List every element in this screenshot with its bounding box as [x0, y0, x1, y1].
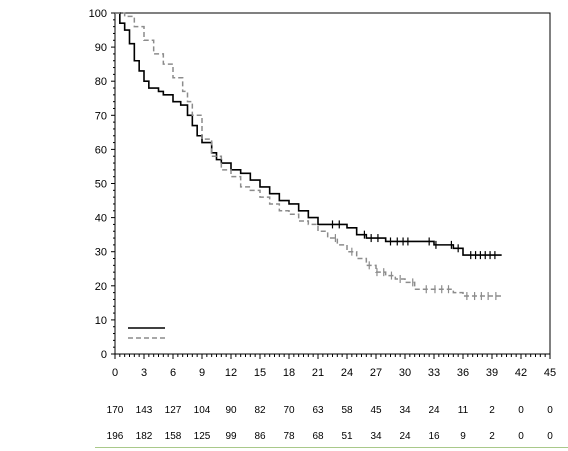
risk-table-cell: 78	[283, 431, 295, 442]
risk-table-cell: 0	[518, 405, 524, 416]
risk-table-cell: 70	[283, 405, 295, 416]
y-tick-label: 50	[95, 179, 107, 191]
series-line-2	[115, 12, 502, 297]
risk-table-cell: 9	[460, 431, 466, 442]
y-tick-label: 70	[95, 110, 107, 122]
risk-table-cell: 104	[193, 405, 211, 416]
risk-table-cell: 2	[489, 405, 495, 416]
risk-table-cell: 11	[457, 405, 469, 416]
risk-table-cell: 0	[547, 405, 553, 416]
x-tick-label: 39	[486, 367, 498, 379]
x-tick-label: 6	[170, 367, 176, 379]
series-layer	[115, 12, 502, 301]
risk-table-cell: 34	[399, 405, 411, 416]
risk-table-cell: 63	[312, 405, 324, 416]
risk-table-cell: 0	[518, 431, 524, 442]
x-tick-label: 27	[370, 367, 382, 379]
x-tick-label: 33	[428, 367, 440, 379]
risk-table-cell: 24	[399, 431, 411, 442]
risk-table-cell: 170	[106, 405, 124, 416]
risk-table-cell: 99	[225, 431, 237, 442]
x-tick-label: 42	[515, 367, 527, 379]
risk-table-cell: 68	[312, 431, 324, 442]
risk-table-cell: 45	[370, 405, 382, 416]
y-tick-label: 80	[95, 76, 107, 88]
x-tick-label: 36	[457, 367, 469, 379]
risk-table-cell: 51	[341, 431, 353, 442]
risk-table-cell: 182	[135, 431, 153, 442]
y-tick-label: 40	[95, 213, 107, 225]
risk-table-cell: 127	[164, 405, 182, 416]
x-tick-label: 9	[199, 367, 205, 379]
risk-table-cell: 143	[135, 405, 153, 416]
risk-table-cell: 86	[254, 431, 266, 442]
risk-table-cell: 0	[547, 431, 553, 442]
risk-table-cell: 125	[193, 431, 211, 442]
y-tick-label: 100	[89, 8, 107, 20]
y-tick-label: 20	[95, 281, 107, 293]
x-tick-label: 45	[544, 367, 556, 379]
x-axis: 0 3 6 9 12 15 18 21 24 27 30 33 36 39 42 45	[112, 354, 556, 379]
footer-rule	[95, 447, 568, 448]
legend	[128, 327, 165, 339]
risk-table-cell: 158	[164, 431, 182, 442]
x-tick-label: 21	[312, 367, 324, 379]
series-line-1	[115, 12, 502, 256]
x-tick-label: 15	[254, 367, 266, 379]
risk-table-cell: 16	[428, 431, 440, 442]
x-tick-label: 3	[141, 367, 147, 379]
x-tick-label: 0	[112, 367, 118, 379]
y-tick-label: 90	[95, 42, 107, 54]
x-tick-label: 30	[399, 367, 411, 379]
x-tick-label: 12	[225, 367, 237, 379]
risk-table-row: 196 182 158 125 99 86 78 68 51 34 24 16 9 2 0 0	[0, 431, 568, 445]
x-tick-label: 18	[283, 367, 295, 379]
y-tick-label: 10	[95, 315, 107, 327]
risk-table-cell: 2	[489, 431, 495, 442]
y-tick-label: 60	[95, 144, 107, 156]
risk-table-row: 170 143 127 104 90 82 70 63 58 45 34 24 11 2 0 0	[0, 405, 568, 419]
risk-table-cell: 34	[370, 431, 382, 442]
y-tick-label: 0	[101, 349, 107, 361]
risk-table-cell: 24	[428, 405, 440, 416]
risk-table-cell: 90	[225, 405, 237, 416]
plot-frame	[114, 12, 551, 355]
y-tick-label: 30	[95, 247, 107, 259]
risk-table-cell: 58	[341, 405, 353, 416]
x-tick-label: 24	[341, 367, 353, 379]
risk-table-cell: 196	[106, 431, 124, 442]
y-axis: 0 10 20 30 40 50 60 70 80 90 100	[89, 8, 115, 361]
risk-table-cell: 82	[254, 405, 266, 416]
